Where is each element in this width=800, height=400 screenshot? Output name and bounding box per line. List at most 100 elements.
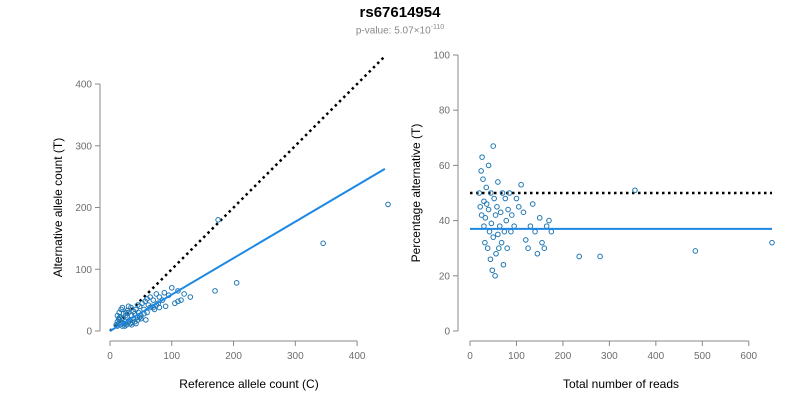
chart-title: rs67614954	[359, 4, 441, 21]
right-data-point	[487, 256, 494, 263]
left-data-point	[143, 317, 149, 323]
left-data-point	[117, 314, 123, 321]
right-data-point	[522, 237, 529, 243]
left-data-point	[156, 304, 163, 311]
right-data-point	[769, 239, 775, 246]
left-x-tick-label: 200	[225, 351, 242, 362]
left-scatter-panel: 0 100 200 300 400 0 100 200 300 400 Reference alle…	[51, 55, 391, 391]
left-y-tick-label: 200	[75, 203, 92, 214]
right-data-point	[481, 198, 487, 205]
right-data-point	[478, 212, 485, 218]
left-data-point	[233, 280, 240, 286]
right-data-point	[515, 204, 522, 210]
right-data-point	[492, 212, 499, 218]
right-data-point	[499, 190, 506, 196]
left-data-point	[136, 314, 143, 321]
left-data-point	[175, 298, 181, 305]
right-data-point	[496, 223, 503, 229]
right-data-point	[532, 228, 538, 235]
right-data-point	[492, 273, 498, 279]
right-data-point	[534, 250, 541, 257]
left-data-point	[215, 217, 221, 223]
right-data-point	[509, 212, 515, 218]
right-data-point	[548, 228, 555, 235]
left-y-tick-label: 0	[86, 327, 92, 338]
left-data-point	[178, 297, 184, 303]
right-data-point	[493, 250, 499, 257]
right-data-point	[483, 201, 490, 207]
right-data-point	[503, 217, 510, 224]
right-x-tick-label: 300	[601, 351, 618, 362]
right-x-tick-label: 100	[508, 351, 525, 362]
right-data-point	[692, 248, 699, 254]
right-data-point	[482, 215, 489, 221]
right-data-point	[490, 234, 497, 240]
right-data-point	[478, 168, 484, 174]
right-x-tick-label: 400	[648, 351, 665, 362]
right-data-point	[504, 245, 510, 251]
left-x-tick-label: 400	[349, 351, 366, 362]
right-x-tick-label: 500	[694, 351, 711, 362]
right-scatter-panel: 0 100 200 300 400 500 600 0 20 40 60 80 100 Total num…	[409, 51, 775, 391]
right-data-point	[543, 223, 550, 229]
right-data-point	[527, 223, 534, 229]
right-y-axis-title: Percentage alternative (T)	[409, 124, 423, 263]
right-y-tick-label: 40	[439, 216, 451, 227]
right-data-point	[479, 154, 485, 160]
right-data-point	[483, 184, 490, 191]
right-data-point	[502, 195, 509, 202]
right-x-tick-label: 200	[555, 351, 572, 362]
right-data-point	[520, 209, 527, 216]
left-data-point	[159, 297, 166, 303]
right-x-tick-label: 600	[740, 351, 757, 362]
left-fit-line	[109, 168, 386, 332]
right-data-point	[484, 245, 491, 251]
left-data-point	[156, 294, 163, 300]
left-data-point	[168, 284, 175, 291]
right-x-tick-label: 0	[467, 351, 473, 362]
right-data-point	[539, 239, 545, 246]
left-data-point	[162, 303, 169, 310]
left-x-axis-title: Reference allele count (C)	[179, 377, 318, 391]
right-data-point	[525, 245, 531, 251]
right-data-point	[477, 204, 484, 210]
left-data-point	[133, 320, 139, 327]
right-data-point	[491, 195, 497, 202]
right-data-point	[476, 190, 483, 196]
right-data-point	[506, 190, 513, 196]
left-data-point	[175, 288, 181, 294]
right-data-point	[490, 143, 497, 149]
left-data-point	[128, 304, 134, 311]
left-y-tick-label: 300	[75, 141, 92, 152]
right-y-tick-label: 20	[439, 271, 451, 282]
right-data-point	[541, 245, 548, 251]
right-data-point	[508, 228, 514, 235]
left-data-point	[144, 296, 150, 302]
right-data-point	[495, 231, 501, 238]
right-data-point	[486, 228, 493, 235]
right-data-point	[494, 204, 500, 210]
left-data-point	[135, 302, 141, 308]
right-data-point	[498, 239, 505, 246]
right-data-point	[529, 201, 536, 207]
pvalue-exponent: -110	[430, 24, 445, 31]
right-data-point	[495, 179, 501, 185]
left-data-point	[181, 291, 187, 297]
right-data-point	[500, 261, 507, 268]
right-y-tick-label: 100	[433, 51, 450, 62]
left-data-point	[187, 294, 194, 300]
right-x-axis-title: Total number of reads	[563, 377, 679, 391]
left-data-point	[138, 315, 144, 322]
left-data-point	[385, 201, 391, 208]
right-y-tick-label: 80	[439, 106, 451, 117]
right-data-point	[632, 187, 638, 194]
right-data-point	[481, 223, 487, 229]
left-data-point	[212, 288, 218, 294]
right-data-point	[513, 195, 520, 202]
left-data-point	[122, 323, 128, 329]
left-x-tick-label: 0	[107, 351, 113, 362]
left-data-point	[123, 309, 129, 316]
pvalue-text: p-value: 5.07×10	[355, 25, 431, 37]
right-y-tick-label: 60	[439, 161, 451, 172]
